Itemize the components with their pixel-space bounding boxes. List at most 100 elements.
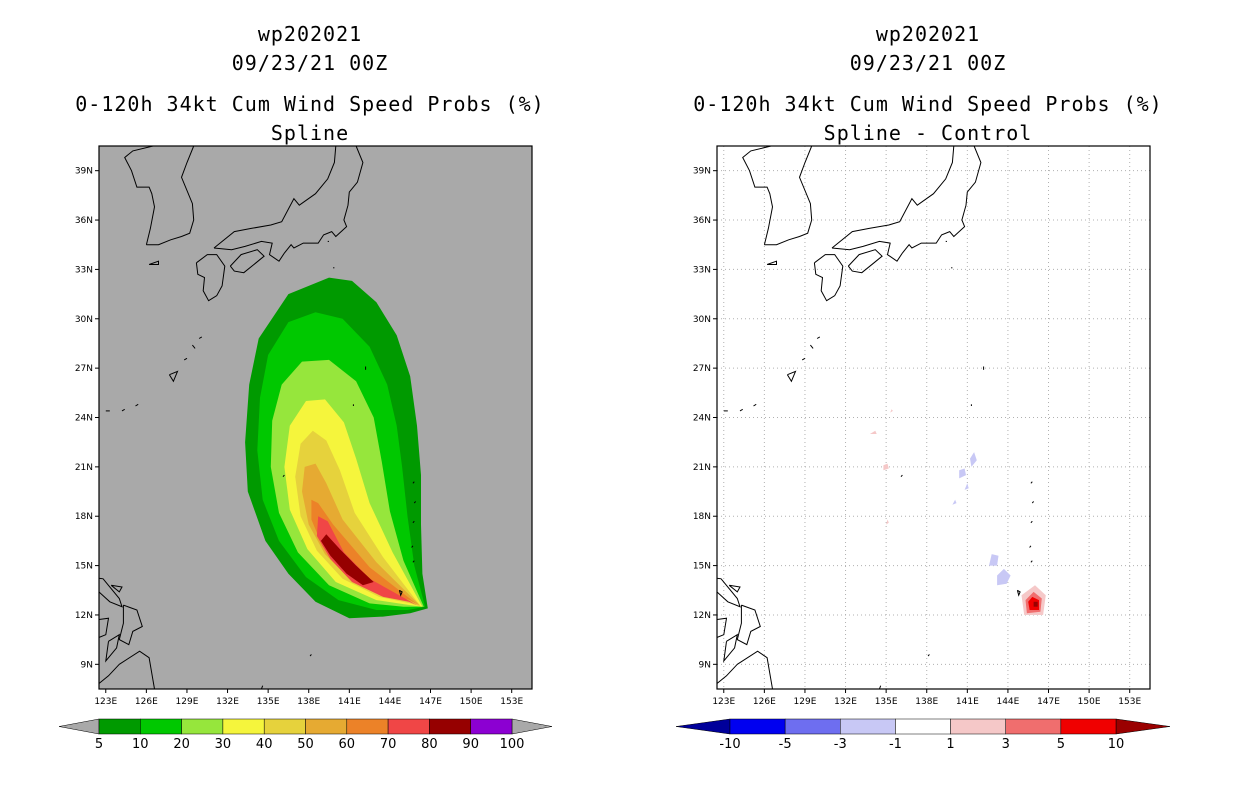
coastline — [213, 146, 364, 262]
y-tick-label: 18N — [75, 512, 93, 522]
colorbar-label: 10 — [1108, 737, 1125, 752]
x-tick-label: 150E — [460, 697, 483, 707]
colorbar-label: -5 — [779, 737, 792, 752]
map-content — [717, 146, 1150, 689]
x-tick-label: 123E — [712, 697, 735, 707]
y-tick-label: 18N — [693, 512, 711, 522]
left-map-panel: 123E 126E 129E 132E 135E 138E 141E 144E 147E 150E… — [75, 145, 533, 707]
coastline — [110, 584, 123, 593]
x-tick-label: 144E — [378, 697, 401, 707]
coastline — [831, 146, 982, 262]
y-tick-label: 9N — [81, 660, 93, 670]
right-map-panel: 123E 126E 129E 132E 135E 138E 141E 144E 147E 150E… — [693, 145, 1151, 707]
coastline — [192, 344, 196, 349]
x-tick-label: 129E — [794, 697, 817, 707]
coastline — [1030, 560, 1033, 563]
coastline — [282, 474, 285, 478]
coastline — [816, 336, 821, 339]
coastline — [717, 542, 741, 608]
colorbar-arrow-low — [675, 718, 731, 735]
coastline — [1029, 545, 1032, 548]
coastline — [124, 146, 156, 245]
x-tick-label: 144E — [996, 697, 1019, 707]
right-colorbar: -10 -5 -3 -1 1 3 5 10 — [675, 718, 1171, 752]
y-tick-label: 27N — [693, 364, 711, 374]
left-title-storm-id: wp202021 — [257, 22, 363, 46]
colorbar-swatch — [1060, 718, 1117, 735]
coastline — [739, 408, 743, 412]
y-tick-label: 36N — [693, 216, 711, 226]
coastline — [1030, 520, 1033, 524]
coastline — [135, 403, 139, 407]
x-tick-label: 138E — [297, 697, 320, 707]
x-tick-label: 138E — [915, 697, 938, 707]
coastline — [900, 474, 903, 478]
colorbar-swatch — [840, 718, 896, 735]
y-tick-label: 39N — [693, 167, 711, 177]
coastline — [148, 260, 159, 265]
right-title-product: 0-120h 34kt Cum Wind Speed Probs (%) — [693, 92, 1163, 116]
y-tick-label: 30N — [75, 315, 93, 325]
x-tick-label: 135E — [257, 697, 280, 707]
coastline — [736, 604, 761, 646]
coastline — [99, 617, 110, 638]
colorbar-label: -10 — [719, 737, 740, 752]
colorbar-label: 5 — [1057, 737, 1065, 752]
colorbar-label: 20 — [173, 737, 190, 752]
colorbar-label: 10 — [132, 737, 149, 752]
colorbar-swatch — [729, 718, 786, 735]
x-tick-label: 147E — [419, 697, 442, 707]
diff-pos-1 — [890, 409, 893, 413]
colorbar-label: -3 — [834, 737, 847, 752]
coastline — [742, 146, 774, 245]
left-title-product: 0-120h 34kt Cum Wind Speed Probs (%) — [75, 92, 545, 116]
coastline — [229, 249, 265, 274]
diff-neg-1 — [997, 568, 1011, 586]
coastline — [198, 336, 203, 339]
x-tick-label: 126E — [753, 697, 776, 707]
colorbar-label: 90 — [462, 737, 479, 752]
colorbar-label: 60 — [339, 737, 356, 752]
colorbar-label: 30 — [215, 737, 232, 752]
diff-pos-1 — [886, 519, 889, 525]
coastline — [195, 254, 226, 302]
colorbar-label: 40 — [256, 737, 273, 752]
x-tick-label: 153E — [500, 697, 523, 707]
colorbar-swatch — [222, 718, 265, 735]
colorbar-label: 80 — [421, 737, 438, 752]
coastline — [411, 545, 414, 548]
coastline — [813, 254, 844, 302]
colorbar-swatch — [140, 718, 182, 735]
coastline — [831, 146, 955, 249]
x-tick-label: 126E — [135, 697, 158, 707]
coastline — [105, 633, 121, 663]
coastline — [927, 654, 930, 657]
coastline — [309, 654, 312, 657]
diff-neg-1 — [970, 452, 977, 467]
y-tick-label: 24N — [75, 414, 93, 424]
y-tick-label: 27N — [75, 364, 93, 374]
x-tick-label: 132E — [216, 697, 239, 707]
y-tick-label: 21N — [75, 463, 93, 473]
colorbar-swatch — [98, 718, 141, 735]
y-tick-label: 33N — [75, 265, 93, 275]
coastline — [146, 146, 195, 246]
x-tick-label: 141E — [956, 697, 979, 707]
y-tick-label: 36N — [75, 216, 93, 226]
coastline — [213, 146, 337, 249]
y-tick-label: 24N — [693, 414, 711, 424]
coastline — [801, 357, 806, 361]
x-tick-label: 150E — [1078, 697, 1101, 707]
coastline — [1030, 481, 1033, 484]
diff-pos-10 — [1033, 601, 1038, 607]
colorbar-swatch — [387, 718, 430, 735]
x-tick-label: 129E — [176, 697, 199, 707]
y-tick-label: 9N — [699, 660, 711, 670]
coastline — [99, 542, 123, 608]
coastline — [764, 146, 813, 246]
coastline — [717, 617, 728, 638]
coastline — [413, 501, 416, 504]
y-tick-label: 30N — [693, 315, 711, 325]
coastline — [99, 650, 156, 689]
colorbar-swatch — [346, 718, 389, 735]
